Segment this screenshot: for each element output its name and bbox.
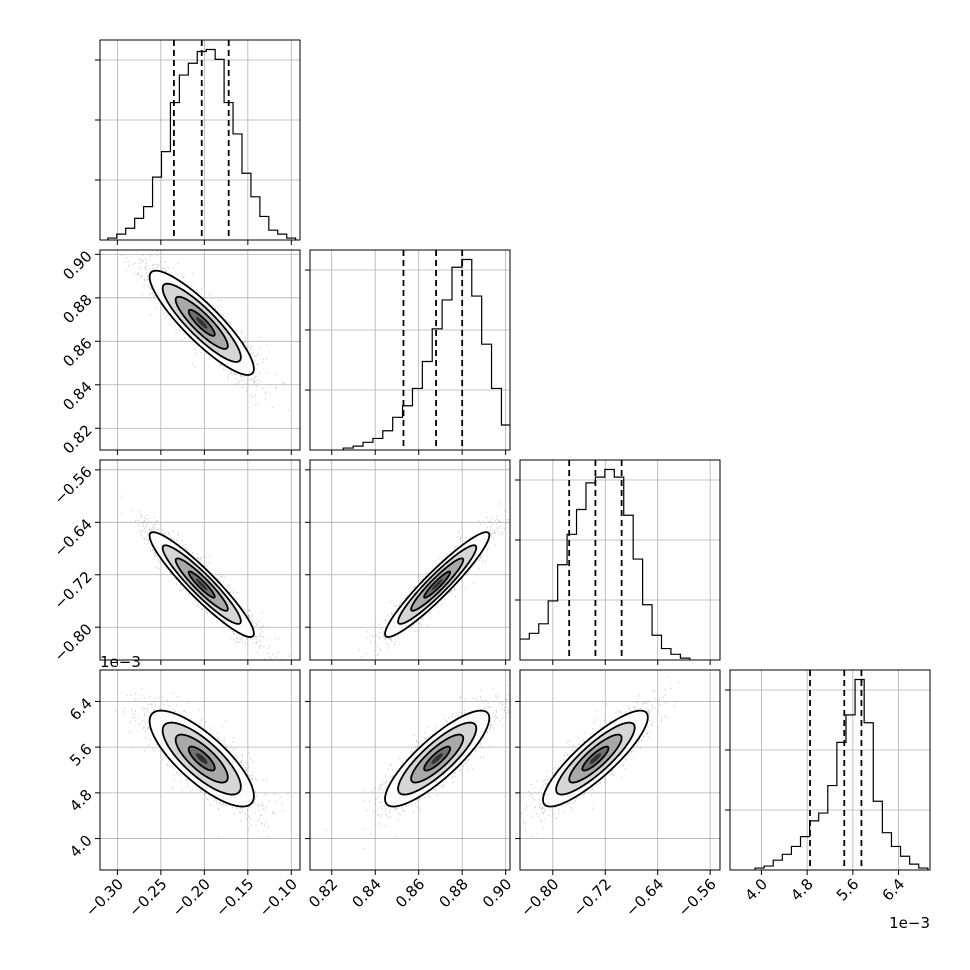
histogram-step xyxy=(342,258,510,450)
grid xyxy=(100,460,300,660)
contour-3 xyxy=(148,709,255,808)
x-tick-label: 0.88 xyxy=(435,875,471,911)
contour-3 xyxy=(384,531,491,638)
histogram-panel-2 xyxy=(515,459,721,665)
x-tick-label: 0.82 xyxy=(305,875,341,911)
x-tick-label: 0.86 xyxy=(392,875,428,911)
grid xyxy=(520,460,720,660)
x-tick-label: −0.10 xyxy=(256,875,301,920)
panel-frame xyxy=(729,669,931,871)
scatter-panel-0-1: 0.82 0.84 0.86 0.88 0.90 xyxy=(59,247,301,458)
contour-0 xyxy=(581,745,610,772)
histogram-panel-1 xyxy=(305,249,511,455)
y-tick-label: −0.80 xyxy=(50,620,95,665)
panel-frame xyxy=(99,669,301,871)
x-tick-label: 0.90 xyxy=(479,875,515,911)
histogram-panel-3: 4.0 4.8 5.6 6.4 1e−3 xyxy=(725,669,931,932)
x-tick-label: −0.64 xyxy=(622,875,667,920)
samples xyxy=(520,676,680,838)
samples xyxy=(115,687,289,838)
histogram-panel-0 xyxy=(95,39,301,245)
panel-frame xyxy=(309,249,511,451)
contour-3 xyxy=(384,709,491,808)
y-tick-label: 6.4 xyxy=(66,694,96,724)
x-tick-label: 6.4 xyxy=(879,875,909,905)
y-tick-label: 0.84 xyxy=(59,378,95,414)
contour-1 xyxy=(568,733,623,784)
contour-0 xyxy=(187,308,216,337)
x-tick-label: 4.0 xyxy=(741,875,771,905)
scatter-panel-0-2: −0.80 −0.72 −0.64 −0.56 xyxy=(50,459,301,665)
contour-0 xyxy=(187,745,216,772)
samples xyxy=(325,684,509,850)
contour-2 xyxy=(397,544,478,625)
panel-frame xyxy=(99,459,301,661)
panel-frame xyxy=(99,39,301,241)
grid xyxy=(100,250,300,450)
panel-frame xyxy=(519,459,721,661)
x-tick-label: 4.8 xyxy=(787,875,817,905)
scatter-panel-0-3: 4.0 4.8 5.6 6.4 1e−3 −0.30−0.25−0.20−0.15−0.1… xyxy=(66,653,301,920)
grid xyxy=(730,670,930,870)
x-tick-label: −0.15 xyxy=(212,875,257,920)
x-tick-label: −0.25 xyxy=(125,875,170,920)
x-tick-label: −0.20 xyxy=(169,875,214,920)
y-tick-label: 5.6 xyxy=(66,740,96,770)
y-offset-label: 1e−3 xyxy=(100,653,141,671)
x-tick-label: 5.6 xyxy=(833,875,863,905)
grid xyxy=(520,670,720,870)
contour-2 xyxy=(397,721,478,796)
contour-1 xyxy=(174,557,229,612)
y-tick-label: −0.72 xyxy=(50,568,95,613)
contour-2 xyxy=(161,544,242,625)
contour-1 xyxy=(174,295,229,350)
scatter-panel-1-2 xyxy=(305,459,511,665)
x-tick-label: −0.30 xyxy=(82,875,127,920)
scatter-panel-1-3: 0.82 0.84 0.86 0.88 0.90 xyxy=(305,669,515,911)
contour-2 xyxy=(161,721,242,796)
panel-frame xyxy=(519,669,721,871)
histogram-step xyxy=(754,678,929,870)
panel-frame xyxy=(99,249,301,451)
contour-0 xyxy=(423,570,452,599)
contour-1 xyxy=(174,733,229,784)
panel-frame xyxy=(309,669,511,871)
y-tick-label: 0.86 xyxy=(59,334,95,370)
y-tick-label: 0.82 xyxy=(59,421,95,457)
contour-3 xyxy=(148,269,255,376)
contour-2 xyxy=(555,721,636,796)
y-tick-label: 4.8 xyxy=(66,786,96,816)
samples xyxy=(121,250,290,412)
contour-0 xyxy=(187,570,216,599)
grid xyxy=(310,250,510,450)
y-tick-label: −0.64 xyxy=(50,515,95,560)
contour-2 xyxy=(161,282,242,363)
y-tick-label: −0.56 xyxy=(50,463,95,508)
panel-frame xyxy=(309,459,511,661)
contour-3 xyxy=(148,531,255,638)
samples xyxy=(121,495,290,660)
y-tick-label: 4.0 xyxy=(66,832,96,862)
grid xyxy=(310,460,510,660)
samples xyxy=(358,503,509,658)
x-offset-label: 1e−3 xyxy=(889,914,930,932)
contour-1 xyxy=(410,557,465,612)
y-tick-label: 0.90 xyxy=(59,247,95,283)
scatter-panel-2-3: −0.80 −0.72 −0.64 −0.56 xyxy=(515,669,721,920)
x-tick-label: −0.80 xyxy=(517,875,562,920)
contour-0 xyxy=(423,745,452,772)
contour-1 xyxy=(410,733,465,784)
x-tick-label: 0.84 xyxy=(349,875,385,911)
contour-3 xyxy=(542,709,649,808)
y-tick-label: 0.88 xyxy=(59,291,95,327)
x-tick-label: −0.56 xyxy=(675,875,720,920)
grid xyxy=(100,40,300,240)
x-tick-label: −0.72 xyxy=(570,875,615,920)
